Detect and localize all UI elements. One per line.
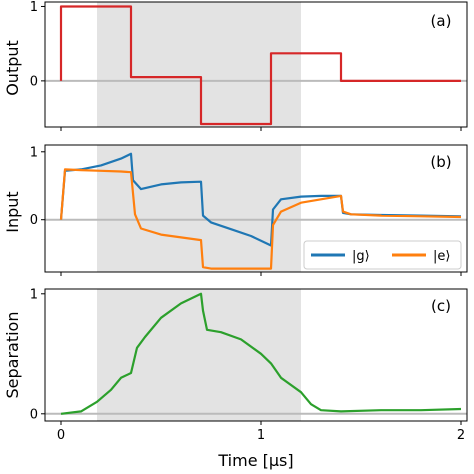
panel-c-plot: 0 1 0 1 2 <box>30 287 468 443</box>
panel-c-ytick-label-1: 1 <box>30 287 38 302</box>
panel-c-tag: (c) <box>431 297 451 315</box>
panel-c-ytick-label-0: 0 <box>30 407 38 422</box>
panel-a-frame <box>44 1 468 128</box>
panel-a-ytick-label-0: 0 <box>30 74 38 89</box>
panel-a-ylabel: Output <box>3 40 22 96</box>
panel-b-shaded-region <box>97 145 301 272</box>
panel-b-tag: (b) <box>430 153 451 171</box>
panel-a-ytick-label-1: 1 <box>30 0 38 15</box>
panel-b-plot: 01 <box>30 144 468 276</box>
panel-a: 01 (a) Output <box>3 0 468 131</box>
panel-b-ytick-label-1: 1 <box>30 145 38 160</box>
panel-c-ylabel: Separation <box>3 312 22 399</box>
panel-b-legend-box <box>303 240 462 270</box>
panel-b-ylabel: Input <box>3 191 22 232</box>
panel-c-xtick-label-0: 0 <box>57 428 65 443</box>
panel-c-xtick-label-2: 2 <box>457 428 465 443</box>
panel-b-series-e <box>59 168 462 270</box>
panel-b-ytick-label-0: 0 <box>30 213 38 228</box>
legend-g-label: |g⟩ <box>352 249 370 264</box>
panel-c-series-0 <box>60 292 462 415</box>
panel-c-shaded-region <box>97 289 301 421</box>
panel-c-xtick-label-1: 1 <box>257 428 265 443</box>
panel-a-series-0 <box>59 5 461 126</box>
panel-c-xlabel: Time [µs] <box>217 451 293 470</box>
panel-c: 0 1 0 1 2 (c) Separation Time [µs] <box>3 287 468 470</box>
legend-e-label: |e⟩ <box>433 249 450 264</box>
panel-c-frame <box>44 288 468 422</box>
panel-b-frame <box>44 144 468 273</box>
panel-b: 01 (b) Input |g⟩ |e⟩ <box>3 144 468 276</box>
panel-a-plot: 01 <box>30 0 468 131</box>
panel-a-tag: (a) <box>431 12 452 30</box>
